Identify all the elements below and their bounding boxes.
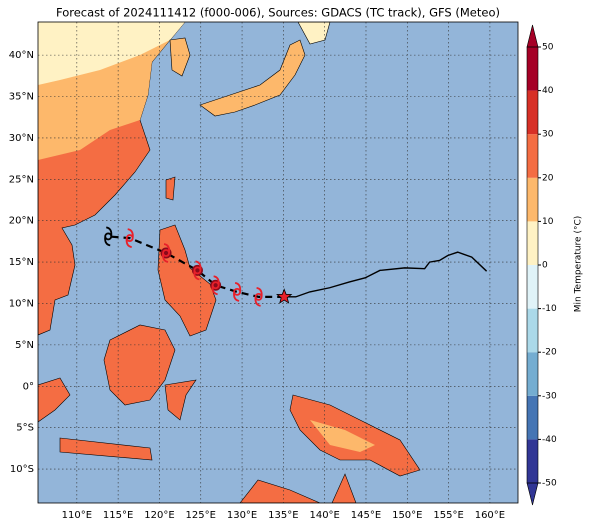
x-tick-label: 125°E [186,510,216,521]
cyclone-symbol [233,282,242,302]
colorbar-tick-label: -10 [542,304,557,314]
colorbar-tick-label: -20 [542,348,557,358]
colorbar-segment [527,47,538,91]
y-tick-label: 35°N [9,92,34,103]
map-frame [37,21,519,504]
history-track [284,251,488,298]
y-tick-label: 10°N [9,298,34,309]
colorbar-tick-label: 50 [542,43,554,53]
y-tick-label: 40°N [9,50,34,61]
x-tick-label: 150°E [392,510,422,521]
x-tick-label: 120°E [144,510,174,521]
colorbar-tick-label: 30 [542,130,554,140]
x-tick-label: 160°E [475,510,505,521]
y-tick-label: 25°N [9,174,34,185]
cyclone-symbol [211,275,220,296]
current-position [276,288,293,304]
colorbar-extend-top [526,24,539,48]
cyclone-symbol [104,226,113,247]
colorbar-tick-label: -30 [542,391,557,401]
cyclone-symbol [162,243,171,263]
colorbar-tick-label: 0 [542,261,548,271]
colorbar-segment [527,177,538,222]
colorbar-segment [527,90,538,135]
colorbar-tick-label: 40 [542,86,554,96]
y-tick-label: 5°N [15,340,34,351]
cyclone-symbol [125,228,134,248]
colorbar-tick-label: -50 [542,479,557,489]
y-tick-label: 0° [23,381,34,392]
y-tick-label: 20°N [9,216,34,227]
colorbar-segment [527,439,538,483]
x-tick-label: 115°E [103,510,133,521]
colorbar-tick-label: -40 [542,435,557,445]
colorbar-label: Min Temperature (°C) [574,216,584,313]
y-tick-label: 15°N [9,257,34,268]
colorbar-tick-label: 10 [542,217,554,227]
map-title: Forecast of 2024111412 (f000-006), Sourc… [56,6,500,20]
x-tick-label: 110°E [62,510,92,521]
cyclone-symbol [254,286,263,307]
colorbar-segment [527,395,538,440]
y-tick-label: 30°N [9,133,34,144]
x-tick-label: 140°E [309,510,339,521]
cyclone-symbol [193,260,202,281]
y-tick-label: 5°S [16,423,34,434]
colorbar-extend-bottom [526,482,539,506]
colorbar-segment [527,265,538,309]
map-area [38,22,518,503]
x-tick-label: 145°E [351,510,381,521]
land [38,22,421,503]
colorbar-segment [527,221,538,265]
colorbar-segment [527,134,538,178]
colorbar-segment [527,308,538,353]
x-tick-label: 130°E [227,510,257,521]
x-tick-label: 135°E [268,510,298,521]
colorbar-segment [527,352,538,396]
y-tick-label: 10°S [10,464,34,475]
x-tick-label: 155°E [433,510,463,521]
colorbar-tick-label: 20 [542,173,554,183]
